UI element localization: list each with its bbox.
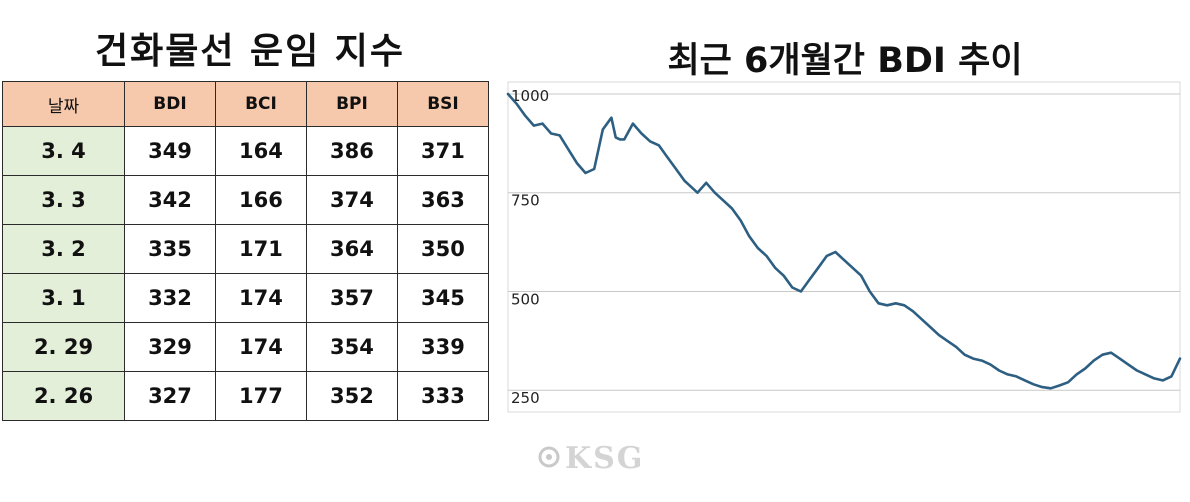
cell-bci: 174 [214, 273, 307, 323]
cell-bpi: 386 [305, 126, 398, 176]
cell-bdi: 335 [124, 224, 216, 274]
chart-svg: 10007505002502015. OCT 2NOV 2DEC 22016. … [506, 81, 1182, 413]
cell-bdi: 342 [124, 175, 216, 225]
header-bdi: BDI [124, 81, 216, 127]
cell-date: 3. 4 [2, 126, 125, 176]
cell-bci: 171 [214, 224, 307, 274]
cell-bpi: 364 [305, 224, 398, 274]
cell-bsi: 333 [396, 371, 490, 421]
header-bpi: BPI [305, 81, 398, 127]
table-row: 2. 26 327 177 352 333 [2, 371, 490, 421]
y-tick-label: 250 [511, 389, 540, 407]
bdi-line-chart: 10007505002502015. OCT 2NOV 2DEC 22016. … [500, 80, 1190, 420]
cell-date: 3. 3 [2, 175, 125, 225]
cell-bsi: 345 [396, 273, 490, 323]
cell-bci: 164 [214, 126, 307, 176]
header-date: 날짜 [2, 81, 125, 127]
cell-bci: 166 [214, 175, 307, 225]
cell-bdi: 349 [124, 126, 216, 176]
plot-frame [507, 81, 1181, 413]
table-title: 건화물선 운임 지수 [94, 31, 406, 72]
cell-date: 3. 2 [2, 224, 125, 274]
table-row: 2. 29 329 174 354 339 [2, 322, 490, 372]
header-bsi: BSI [396, 81, 490, 127]
bdi-series-line [506, 92, 1182, 390]
cell-bpi: 374 [305, 175, 398, 225]
cell-bsi: 339 [396, 322, 490, 372]
cell-bpi: 354 [305, 322, 398, 372]
table-row: 3. 4 349 164 386 371 [2, 126, 490, 176]
cell-bci: 174 [214, 322, 307, 372]
cell-bdi: 327 [124, 371, 216, 421]
y-tick-label: 500 [511, 290, 540, 308]
table-row: 3. 1 332 174 357 345 [2, 273, 490, 323]
cell-date: 2. 29 [2, 322, 125, 372]
cell-bsi: 363 [396, 175, 490, 225]
chart-title: 최근 6개월간 BDI 추이 [667, 41, 1023, 81]
table-header-row: 날짜 BDI BCI BPI BSI [2, 81, 490, 127]
y-tick-label: 750 [511, 192, 540, 210]
table-row: 3. 2 335 171 364 350 [2, 224, 490, 274]
cell-bsi: 371 [396, 126, 490, 176]
freight-index-table: 날짜 BDI BCI BPI BSI 3. 4 349 164 386 371 … [2, 81, 490, 421]
ksg-logo: KSG [538, 442, 644, 472]
table-row: 3. 3 342 166 374 363 [2, 175, 490, 225]
cell-bci: 177 [214, 371, 307, 421]
cell-date: 2. 26 [2, 371, 125, 421]
y-tick-label: 1000 [511, 87, 549, 105]
header-bci: BCI [214, 81, 307, 127]
cell-date: 3. 1 [2, 273, 125, 323]
cell-bsi: 350 [396, 224, 490, 274]
svg-text:KSG: KSG [565, 442, 644, 472]
cell-bdi: 329 [124, 322, 216, 372]
ksg-watermark: KSG [535, 442, 675, 472]
cell-bpi: 357 [305, 273, 398, 323]
cell-bdi: 332 [124, 273, 216, 323]
cell-bpi: 352 [305, 371, 398, 421]
